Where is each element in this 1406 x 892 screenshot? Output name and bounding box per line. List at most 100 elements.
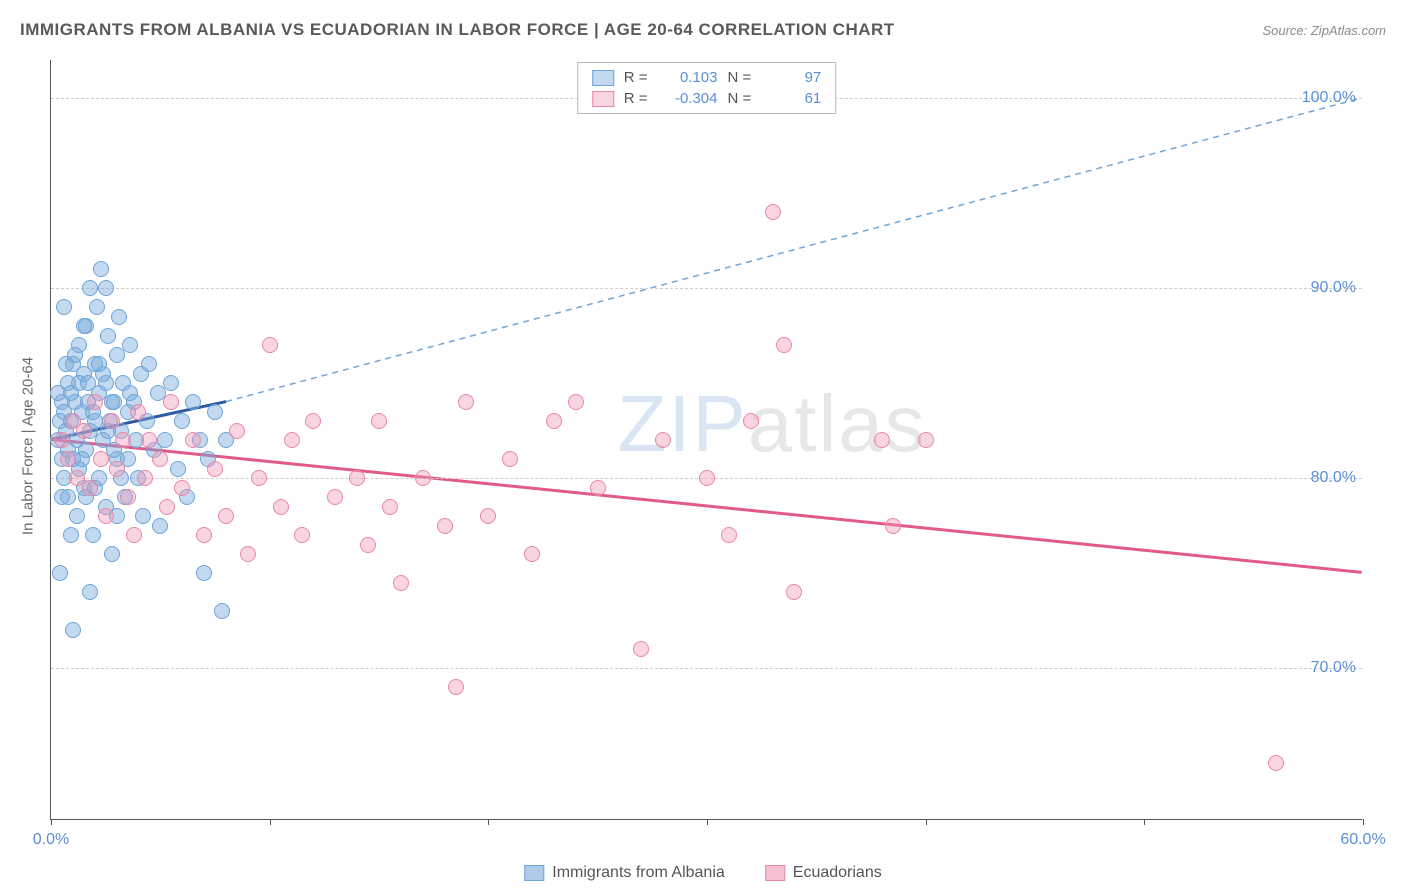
data-point <box>349 470 365 486</box>
data-point <box>885 518 901 534</box>
data-point <box>63 385 79 401</box>
data-point <box>305 413 321 429</box>
data-point <box>54 432 70 448</box>
data-point <box>98 508 114 524</box>
data-point <box>437 518 453 534</box>
data-point <box>98 280 114 296</box>
series-legend: Immigrants from AlbaniaEcuadorians <box>524 864 881 882</box>
data-point <box>174 480 190 496</box>
data-point <box>568 394 584 410</box>
trend-lines <box>51 60 1362 819</box>
data-point <box>918 432 934 448</box>
x-tick <box>1363 819 1364 825</box>
data-point <box>251 470 267 486</box>
data-point <box>80 375 96 391</box>
data-point <box>163 375 179 391</box>
data-point <box>85 527 101 543</box>
data-point <box>69 508 85 524</box>
legend-stat-row: R =-0.304N =61 <box>592 90 822 107</box>
data-point <box>360 537 376 553</box>
data-point <box>546 413 562 429</box>
source-attribution: Source: ZipAtlas.com <box>1262 23 1386 38</box>
data-point <box>60 451 76 467</box>
data-point <box>93 261 109 277</box>
x-tick-label: 0.0% <box>33 831 69 849</box>
data-point <box>174 413 190 429</box>
data-point <box>273 499 289 515</box>
data-point <box>87 394 103 410</box>
data-point <box>786 584 802 600</box>
data-point <box>82 584 98 600</box>
y-tick-label: 100.0% <box>1302 89 1356 107</box>
y-tick-label: 70.0% <box>1311 659 1356 677</box>
data-point <box>765 204 781 220</box>
data-point <box>56 299 72 315</box>
legend-stat-row: R =0.103N =97 <box>592 69 822 86</box>
x-tick <box>488 819 489 825</box>
data-point <box>76 318 92 334</box>
data-point <box>109 461 125 477</box>
data-point <box>590 480 606 496</box>
y-axis-label: In Labor Force | Age 20-64 <box>20 357 37 535</box>
data-point <box>120 489 136 505</box>
x-tick <box>270 819 271 825</box>
data-point <box>104 413 120 429</box>
data-point <box>502 451 518 467</box>
data-point <box>126 527 142 543</box>
data-point <box>262 337 278 353</box>
data-point <box>458 394 474 410</box>
data-point <box>135 508 151 524</box>
data-point <box>633 641 649 657</box>
x-tick <box>1144 819 1145 825</box>
data-point <box>65 622 81 638</box>
data-point <box>63 527 79 543</box>
data-point <box>67 347 83 363</box>
x-tick <box>926 819 927 825</box>
data-point <box>185 432 201 448</box>
data-point <box>196 527 212 543</box>
data-point <box>141 432 157 448</box>
data-point <box>122 385 138 401</box>
data-point <box>743 413 759 429</box>
data-point <box>382 499 398 515</box>
data-point <box>52 565 68 581</box>
data-point <box>207 404 223 420</box>
data-point <box>152 518 168 534</box>
data-point <box>54 489 70 505</box>
data-point <box>115 432 131 448</box>
data-point <box>415 470 431 486</box>
data-point <box>76 423 92 439</box>
data-point <box>130 404 146 420</box>
data-point <box>524 546 540 562</box>
x-tick <box>707 819 708 825</box>
y-tick-label: 80.0% <box>1311 469 1356 487</box>
data-point <box>214 603 230 619</box>
data-point <box>91 356 107 372</box>
data-point <box>1268 755 1284 771</box>
x-tick-label: 60.0% <box>1340 831 1385 849</box>
data-point <box>284 432 300 448</box>
data-point <box>82 280 98 296</box>
legend-item: Ecuadorians <box>765 864 882 882</box>
data-point <box>89 299 105 315</box>
data-point <box>240 546 256 562</box>
data-point <box>104 546 120 562</box>
data-point <box>480 508 496 524</box>
data-point <box>159 499 175 515</box>
data-point <box>874 432 890 448</box>
data-point <box>393 575 409 591</box>
data-point <box>207 461 223 477</box>
data-point <box>152 451 168 467</box>
data-point <box>776 337 792 353</box>
data-point <box>137 470 153 486</box>
x-tick <box>51 819 52 825</box>
data-point <box>104 394 120 410</box>
data-point <box>721 527 737 543</box>
data-point <box>229 423 245 439</box>
data-point <box>185 394 201 410</box>
data-point <box>371 413 387 429</box>
data-point <box>82 480 98 496</box>
chart-title: IMMIGRANTS FROM ALBANIA VS ECUADORIAN IN… <box>20 20 895 40</box>
data-point <box>218 508 234 524</box>
data-point <box>111 309 127 325</box>
